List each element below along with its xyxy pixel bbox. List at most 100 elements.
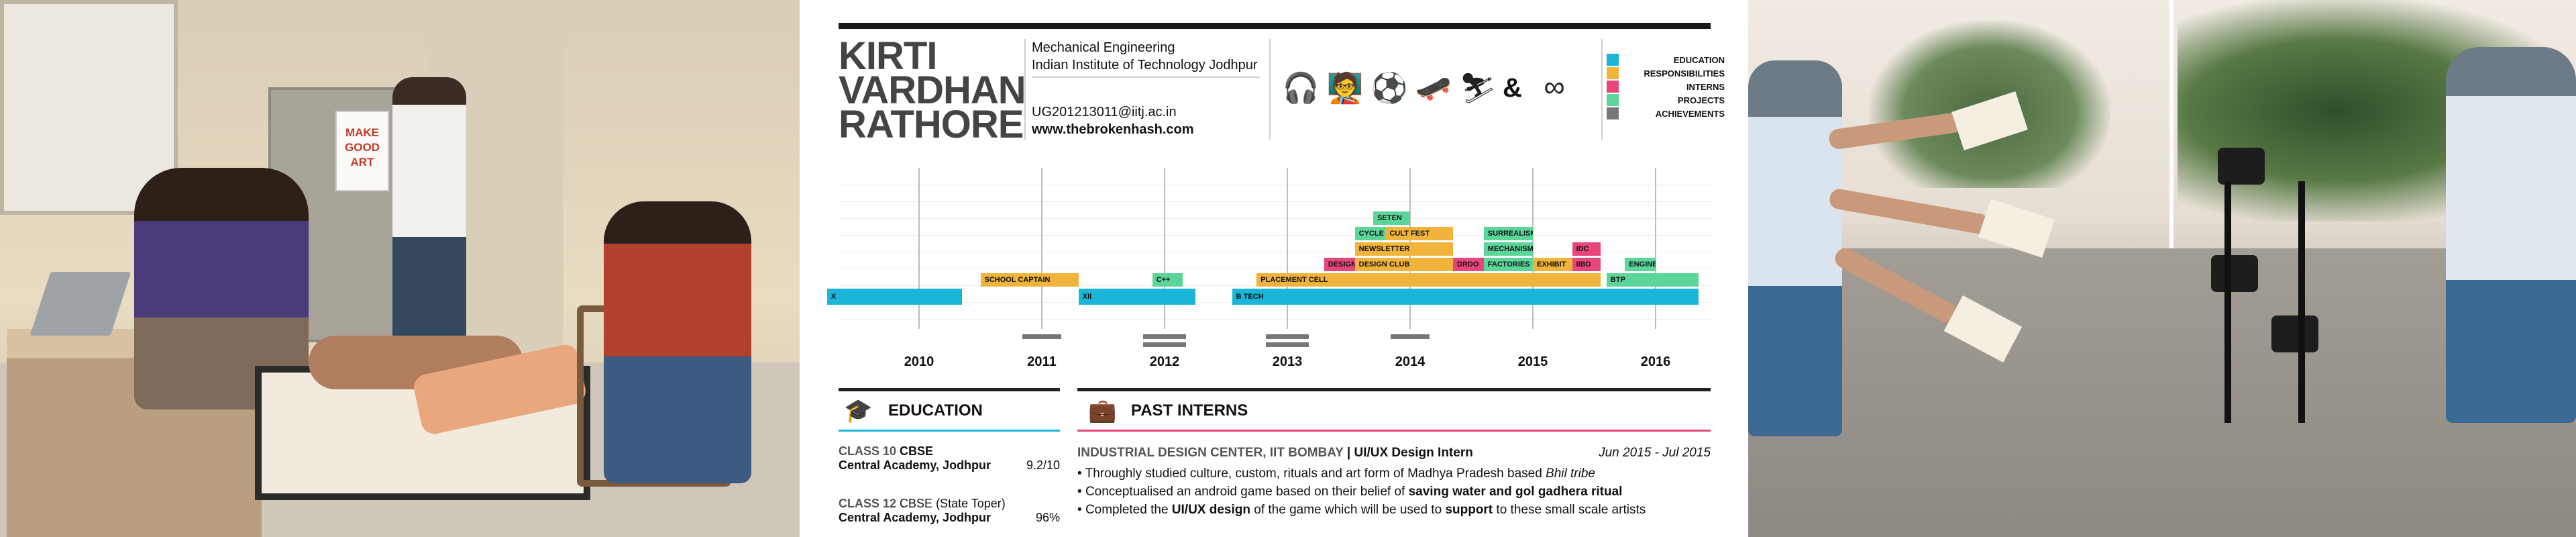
timeline-achievement-mark xyxy=(1143,334,1186,339)
interns-title: PAST INTERNS xyxy=(1131,401,1248,420)
timeline-bar: X xyxy=(826,289,963,305)
legend-swatch xyxy=(1607,94,1619,106)
bullet-text: to these small scale artists xyxy=(1493,503,1646,517)
intern-dates: Jun 2015 - Jul 2015 xyxy=(1599,446,1711,460)
timeline-bar: MECHANISM xyxy=(1483,242,1533,256)
poster-line-2: GOOD xyxy=(345,141,380,154)
timeline-bar: DESIGN CLUB xyxy=(1354,258,1454,271)
legend-label: INTERNS xyxy=(1686,82,1725,92)
timeline-bar: DESIGN xyxy=(1324,258,1355,271)
bullet-text: Completed the xyxy=(1085,503,1172,517)
timeline-year-label: 2014 xyxy=(1395,354,1426,369)
email-text: UG201213011@iitj.ac.in xyxy=(1032,105,1177,119)
skater-icon: 🛹 xyxy=(1415,72,1452,105)
timeline-bar: EXHIBIT xyxy=(1533,258,1572,271)
bullet-text: support xyxy=(1445,503,1493,517)
interns-section-bar xyxy=(1077,388,1711,391)
photo-poster: MAKE GOOD ART xyxy=(335,111,389,191)
football-player-icon: ⚽ xyxy=(1371,72,1408,105)
timeline-year-gridline xyxy=(1041,168,1042,329)
timeline-bar: CULT FEST xyxy=(1385,227,1454,240)
photo-reading-person xyxy=(604,201,751,483)
presenter-icon: 🧑‍🏫 xyxy=(1326,72,1364,105)
timeline-achievement-mark xyxy=(1143,342,1186,347)
bullet-dot-icon: • xyxy=(1077,503,1085,517)
institute-text: Indian Institute of Technology Jodhpur xyxy=(1032,58,1258,72)
timeline-bar: CYCLE xyxy=(1354,227,1386,240)
class-label: CLASS 10 xyxy=(839,444,897,458)
photo-whiteboard xyxy=(0,0,178,215)
timeline-achievement-mark xyxy=(1266,342,1309,347)
timeline-year-gridline xyxy=(1532,168,1534,329)
photo-standing-person xyxy=(392,77,466,352)
timeline-bar: BTP xyxy=(1606,273,1699,287)
graduation-cap-icon: 🎓 xyxy=(844,398,873,424)
website-link[interactable]: www.thebrokenhash.com xyxy=(1032,122,1194,137)
legend-swatch xyxy=(1607,107,1619,119)
score: 9.2/10 xyxy=(1026,458,1060,472)
timeline-year-gridline xyxy=(1655,168,1656,329)
bullet-text: saving water and gol gadhera ritual xyxy=(1408,485,1623,499)
photo-arms-with-books xyxy=(1827,91,2055,389)
class-label: CLASS 12 xyxy=(839,497,897,510)
intern-separator: | xyxy=(1343,446,1354,460)
legend-swatch xyxy=(1607,81,1619,93)
intern-bullet: • Completed the UI/UX design of the game… xyxy=(1077,501,1711,519)
timeline-year-label: 2016 xyxy=(1640,354,1671,369)
legend-label: ACHIEVEMENTS xyxy=(1655,109,1725,119)
intern-role: UI/UX Design Intern xyxy=(1354,446,1473,460)
resume-top-bar xyxy=(839,23,1711,29)
photo-laptop xyxy=(30,272,131,336)
photo-seated-man-left xyxy=(1748,60,1842,436)
education-entry-2: CLASS 12 CBSE (State Toper) Central Acad… xyxy=(839,497,1060,525)
timeline-bar: IIBD xyxy=(1572,258,1601,271)
legend-label: PROJECTS xyxy=(1677,95,1725,105)
headphones-icon: 🎧 xyxy=(1282,72,1320,105)
school: Central Academy, Jodhpur xyxy=(839,458,991,472)
bullet-dot-icon: • xyxy=(1077,485,1085,499)
timeline-year-label: 2012 xyxy=(1149,354,1180,369)
legend-swatch xyxy=(1607,54,1619,66)
timeline-gridline-horizontal xyxy=(839,201,1711,202)
poster-line-3: ART xyxy=(350,156,374,168)
infinity-link-icon: ∞ xyxy=(1544,70,1565,103)
intern-bullet: • Throughly studied culture, custom, rit… xyxy=(1077,465,1711,483)
board: CBSE xyxy=(900,444,934,458)
email-underline xyxy=(1032,77,1260,78)
timeline-bar: C++ xyxy=(1152,273,1183,287)
header-divider-3 xyxy=(1601,39,1603,140)
name-line-3: RATHORE xyxy=(839,103,1024,146)
bullet-text: Conceptualised an android game based on … xyxy=(1085,485,1409,499)
legend-label: RESPONSIBILITIES xyxy=(1644,68,1725,79)
name-line-2: VARDHAN xyxy=(839,68,1026,112)
timeline-bar: NEWSLETTER xyxy=(1354,242,1454,256)
header-divider-1 xyxy=(1024,39,1026,140)
education-entry-1: CLASS 10 CBSE Central Academy, Jodhpur 9.… xyxy=(839,444,1060,473)
interns-title-underline xyxy=(1077,430,1711,432)
photo-seated-man-right xyxy=(2446,47,2576,423)
timeline-year-label: 2013 xyxy=(1272,354,1303,369)
photo-road xyxy=(1748,248,2576,537)
intern-header: INDUSTRIAL DESIGN CENTER, IIT BOMBAY | U… xyxy=(1077,446,1711,460)
timeline-bar: XII xyxy=(1078,289,1195,305)
timeline-chart: 2010 2011 2012 2013 2014 2015 2016 X SCHOOL CAPT… xyxy=(800,0,1748,376)
timeline-year-label: 2011 xyxy=(1027,354,1057,369)
poster-line-1: MAKE xyxy=(345,126,380,139)
bullet-text: of the game which will be used to xyxy=(1250,503,1446,517)
timeline-bar: FACTORIES xyxy=(1483,258,1533,271)
legend-item: EDUCATION xyxy=(1607,54,1734,67)
photo-camera-straps xyxy=(2204,141,2352,423)
resume-panel: KIRTI VARDHAN RATHORE Mechanical Enginee… xyxy=(800,0,1748,537)
education-title-underline xyxy=(839,430,1060,432)
timeline-year-label: 2010 xyxy=(904,354,934,369)
intern-org: INDUSTRIAL DESIGN CENTER, IIT BOMBAY xyxy=(1077,446,1344,460)
ampersand-text: & xyxy=(1503,73,1522,103)
bullet-dot-icon: • xyxy=(1077,467,1085,481)
board: CBSE (State Toper) xyxy=(900,497,1006,510)
timeline-achievement-mark xyxy=(1022,334,1061,339)
timeline-bar: B TECH xyxy=(1232,289,1699,305)
department-text: Mechanical Engineering xyxy=(1032,40,1175,55)
resume-name: KIRTI VARDHAN RATHORE xyxy=(839,37,1026,146)
legend-item: RESPONSIBILITIES xyxy=(1607,67,1734,81)
education-title: EDUCATION xyxy=(888,401,983,420)
